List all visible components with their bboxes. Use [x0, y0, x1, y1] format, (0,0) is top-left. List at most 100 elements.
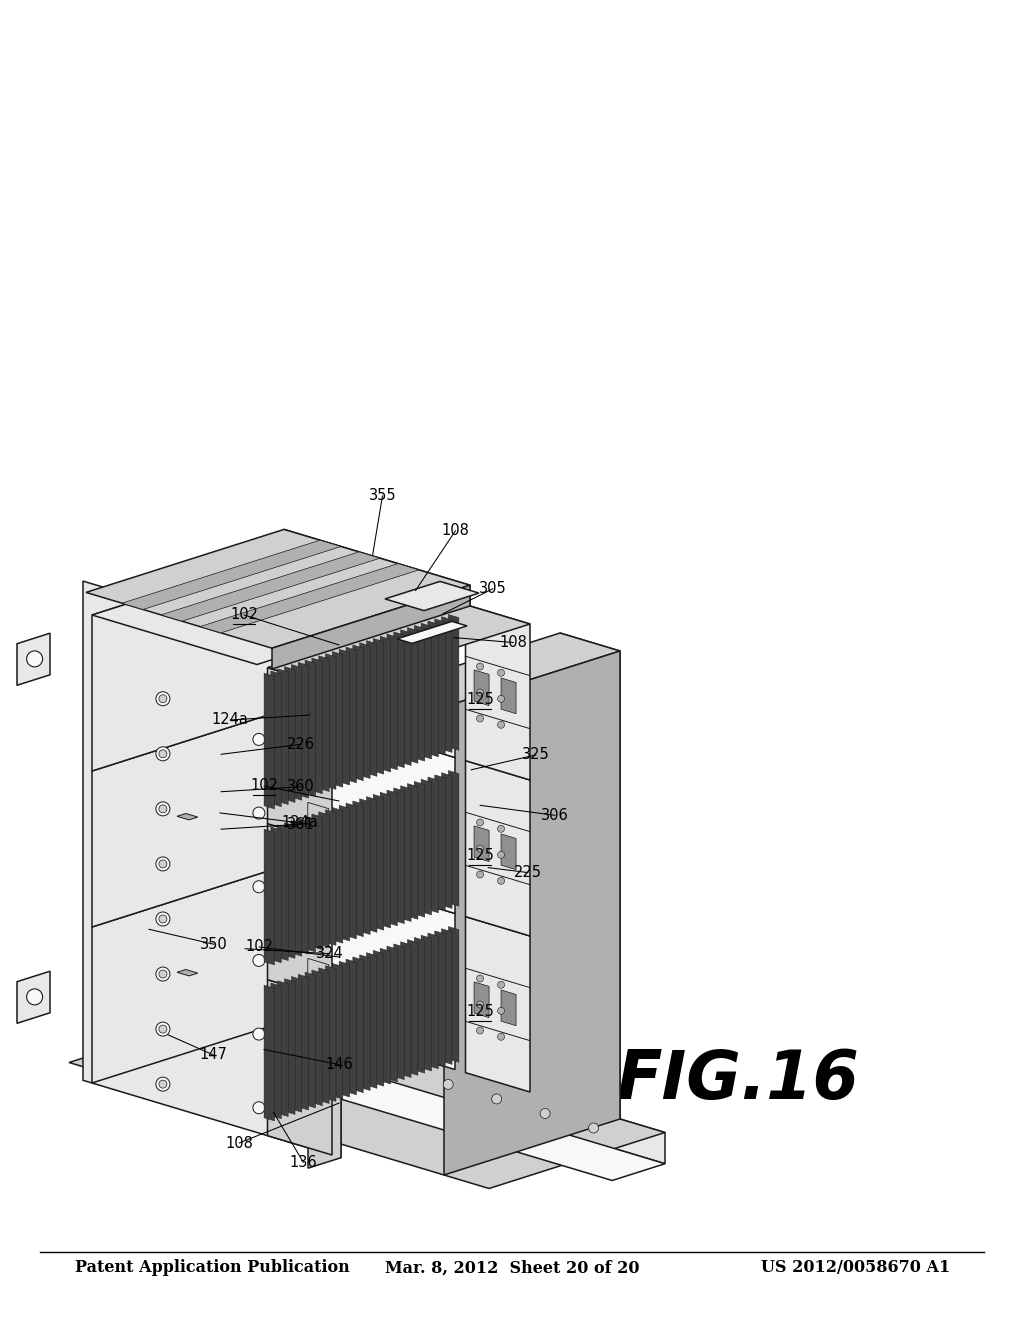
Polygon shape — [359, 799, 370, 935]
Polygon shape — [394, 788, 404, 924]
Circle shape — [159, 805, 167, 813]
Polygon shape — [560, 634, 620, 1119]
Text: 305: 305 — [479, 581, 507, 597]
Polygon shape — [86, 529, 470, 648]
Polygon shape — [271, 671, 282, 807]
Text: 306: 306 — [541, 808, 569, 822]
Circle shape — [156, 857, 170, 871]
Polygon shape — [264, 829, 274, 965]
Polygon shape — [271, 983, 282, 1119]
Text: 102: 102 — [245, 940, 273, 954]
Circle shape — [27, 989, 43, 1005]
Circle shape — [498, 851, 505, 858]
Polygon shape — [285, 667, 295, 803]
Circle shape — [498, 825, 505, 833]
Polygon shape — [326, 966, 336, 1101]
Polygon shape — [358, 974, 380, 1024]
Polygon shape — [367, 796, 377, 932]
Polygon shape — [333, 966, 354, 1016]
Circle shape — [253, 880, 265, 892]
Circle shape — [253, 1102, 265, 1114]
Polygon shape — [400, 785, 411, 921]
Polygon shape — [285, 822, 295, 958]
Circle shape — [498, 981, 505, 989]
Text: 147: 147 — [199, 1047, 227, 1063]
Polygon shape — [284, 529, 470, 606]
Text: Patent Application Publication: Patent Application Publication — [75, 1259, 350, 1276]
Text: 125: 125 — [466, 1005, 494, 1019]
Polygon shape — [415, 781, 425, 917]
Polygon shape — [326, 653, 336, 789]
Polygon shape — [267, 979, 332, 1155]
Polygon shape — [177, 813, 198, 820]
Polygon shape — [267, 824, 332, 999]
Text: 108: 108 — [441, 523, 469, 539]
Polygon shape — [17, 634, 50, 685]
Polygon shape — [92, 865, 290, 1082]
Polygon shape — [339, 649, 349, 785]
Polygon shape — [305, 660, 315, 796]
Polygon shape — [17, 972, 50, 1023]
Text: 226: 226 — [287, 737, 315, 752]
Polygon shape — [387, 946, 397, 1082]
Polygon shape — [384, 825, 406, 875]
Text: 102: 102 — [230, 607, 258, 623]
Circle shape — [27, 651, 43, 667]
Polygon shape — [385, 581, 479, 611]
Polygon shape — [466, 760, 530, 936]
Text: 125: 125 — [466, 849, 494, 863]
Text: 124a: 124a — [212, 713, 249, 727]
Circle shape — [498, 696, 505, 702]
Polygon shape — [466, 605, 530, 780]
Polygon shape — [367, 953, 377, 1088]
Polygon shape — [326, 809, 336, 945]
Polygon shape — [421, 779, 431, 915]
Circle shape — [298, 1036, 308, 1045]
Circle shape — [159, 859, 167, 869]
Circle shape — [498, 878, 505, 884]
Polygon shape — [387, 791, 397, 925]
Polygon shape — [384, 669, 406, 719]
Polygon shape — [292, 977, 302, 1113]
Circle shape — [156, 912, 170, 925]
Polygon shape — [69, 1006, 665, 1188]
Polygon shape — [333, 808, 343, 944]
Polygon shape — [278, 981, 288, 1117]
Text: 225: 225 — [514, 865, 542, 880]
Polygon shape — [308, 803, 329, 853]
Polygon shape — [353, 801, 364, 937]
Polygon shape — [380, 792, 390, 928]
Text: 124a: 124a — [282, 816, 318, 830]
Polygon shape — [441, 772, 452, 908]
Polygon shape — [384, 634, 620, 708]
Polygon shape — [292, 664, 302, 800]
Polygon shape — [290, 865, 455, 1069]
Polygon shape — [421, 623, 431, 759]
Circle shape — [253, 954, 265, 966]
Polygon shape — [449, 771, 459, 907]
Circle shape — [156, 1022, 170, 1036]
Circle shape — [156, 747, 170, 760]
Polygon shape — [290, 552, 455, 758]
Polygon shape — [408, 940, 418, 1076]
Polygon shape — [298, 974, 308, 1110]
Polygon shape — [358, 661, 380, 711]
Polygon shape — [318, 968, 329, 1104]
Polygon shape — [318, 812, 329, 948]
Polygon shape — [333, 964, 343, 1100]
Polygon shape — [293, 723, 316, 731]
Polygon shape — [308, 958, 329, 1008]
Polygon shape — [267, 605, 530, 686]
Circle shape — [476, 871, 483, 878]
Polygon shape — [441, 929, 452, 1064]
Polygon shape — [312, 970, 323, 1106]
Polygon shape — [305, 972, 315, 1107]
Polygon shape — [353, 645, 364, 780]
Polygon shape — [92, 552, 290, 771]
Text: 108: 108 — [225, 1135, 253, 1151]
Polygon shape — [278, 669, 288, 805]
Polygon shape — [92, 552, 455, 664]
Circle shape — [156, 801, 170, 816]
Circle shape — [492, 1094, 502, 1104]
Circle shape — [156, 968, 170, 981]
